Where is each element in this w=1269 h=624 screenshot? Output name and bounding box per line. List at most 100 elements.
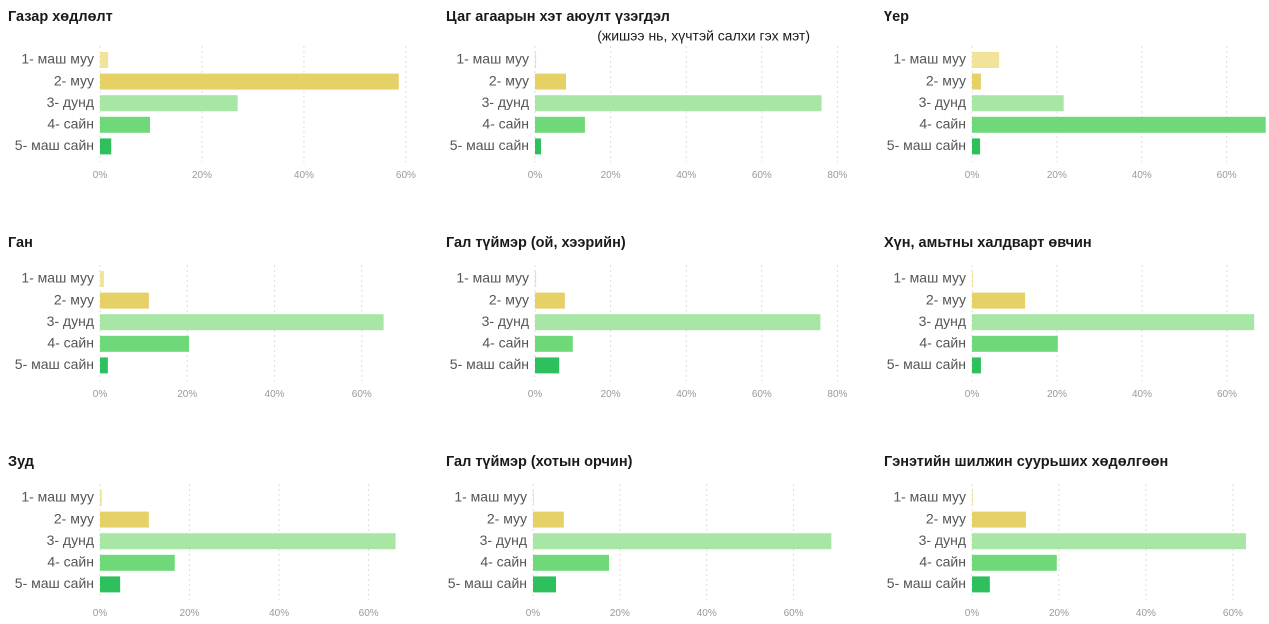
chart-title: Гал түймэр (хотын орчин) [446, 454, 633, 470]
x-tick-label: 40% [676, 389, 696, 400]
category-label: 5- маш сайн [887, 575, 966, 591]
x-tick-label: 0% [528, 389, 543, 400]
x-tick-label: 80% [827, 389, 847, 400]
bar [972, 533, 1246, 550]
bar [535, 271, 537, 287]
x-tick-label: 20% [1047, 389, 1067, 400]
bar [100, 576, 121, 593]
bar [100, 116, 150, 133]
bar [535, 95, 822, 112]
category-label: 4- сайн [482, 335, 529, 351]
x-tick-label: 0% [528, 170, 543, 181]
bar [972, 314, 1255, 331]
x-tick-label: 60% [752, 170, 772, 181]
bar [100, 95, 238, 112]
x-tick-label: 20% [601, 170, 621, 181]
category-label: 2- муу [489, 72, 529, 88]
chart-title: Хүн, амьтны халдварт өвчин [884, 235, 1092, 251]
category-label: 5- маш сайн [15, 575, 94, 591]
bar [535, 52, 537, 68]
x-tick-label: 20% [1049, 608, 1069, 619]
category-label: 5- маш сайн [887, 356, 966, 372]
category-label: 4- сайн [919, 335, 966, 351]
category-label: 5- маш сайн [448, 575, 527, 591]
category-label: 2- муу [926, 291, 966, 307]
x-tick-label: 40% [1136, 608, 1156, 619]
bar [972, 292, 1026, 309]
category-label: 5- маш сайн [450, 356, 529, 372]
x-tick-label: 60% [1217, 170, 1237, 181]
bar [535, 314, 821, 331]
category-label: 4- сайн [919, 116, 966, 132]
x-tick-label: 0% [93, 608, 108, 619]
category-label: 5- маш сайн [15, 137, 94, 153]
bar [535, 335, 573, 352]
x-tick-label: 40% [294, 170, 314, 181]
x-tick-label: 60% [784, 608, 804, 619]
category-label: 4- сайн [919, 554, 966, 570]
x-tick-label: 20% [1047, 170, 1067, 181]
bar [100, 73, 399, 90]
x-tick-label: 20% [180, 608, 200, 619]
chart-title: Гал түймэр (ой, хээрийн) [446, 235, 626, 251]
bar [100, 271, 104, 287]
x-tick-label: 80% [827, 170, 847, 181]
bar [100, 511, 149, 528]
category-label: 3- дунд [47, 313, 94, 329]
category-label: 2- муу [54, 510, 94, 526]
x-tick-label: 0% [965, 170, 980, 181]
category-label: 3- дунд [919, 94, 966, 110]
bar [533, 490, 534, 506]
category-label: 1- маш муу [454, 489, 527, 505]
bar [100, 357, 108, 374]
bar [533, 511, 564, 528]
bar [972, 511, 1026, 528]
bar [535, 116, 585, 133]
category-label: 4- сайн [47, 554, 94, 570]
bar [535, 357, 560, 374]
category-label: 3- дунд [47, 94, 94, 110]
category-label: 2- муу [487, 510, 527, 526]
x-tick-label: 60% [359, 608, 379, 619]
category-label: 3- дунд [482, 94, 529, 110]
category-label: 1- маш муу [21, 270, 94, 286]
bar [535, 292, 565, 309]
chart-title: Зуд [8, 454, 34, 470]
x-tick-label: 20% [192, 170, 212, 181]
category-label: 2- муу [489, 291, 529, 307]
bar [972, 138, 981, 155]
chart-title: Ган [8, 235, 33, 251]
x-tick-label: 60% [752, 389, 772, 400]
category-label: 2- муу [54, 291, 94, 307]
bar [100, 52, 109, 68]
category-label: 3- дунд [47, 532, 94, 548]
bar [100, 554, 175, 571]
x-tick-label: 20% [601, 389, 621, 400]
category-label: 2- муу [926, 72, 966, 88]
category-label: 3- дунд [919, 313, 966, 329]
bar [972, 554, 1057, 571]
x-tick-label: 40% [1132, 170, 1152, 181]
category-label: 1- маш муу [893, 489, 966, 505]
category-label: 3- дунд [480, 532, 527, 548]
category-label: 4- сайн [480, 554, 527, 570]
bar [535, 73, 566, 90]
chart-title: Үер [884, 9, 909, 25]
category-label: 3- дунд [919, 532, 966, 548]
bar [535, 138, 542, 155]
bar [533, 576, 557, 593]
x-tick-label: 40% [1132, 389, 1152, 400]
category-label: 1- маш муу [893, 51, 966, 67]
chart-title: Цаг агаарын хэт аюулт үзэгдэл [446, 9, 670, 25]
chart-title: Гэнэтийн шилжин суурьших хөдөлгөөн [884, 454, 1168, 470]
bar [533, 554, 609, 571]
bar [972, 576, 990, 593]
category-label: 5- маш сайн [15, 356, 94, 372]
x-tick-label: 60% [1217, 389, 1237, 400]
category-label: 4- сайн [482, 116, 529, 132]
category-label: 1- маш муу [21, 489, 94, 505]
bar [972, 357, 981, 374]
bar [972, 52, 1000, 68]
x-tick-label: 0% [93, 389, 108, 400]
